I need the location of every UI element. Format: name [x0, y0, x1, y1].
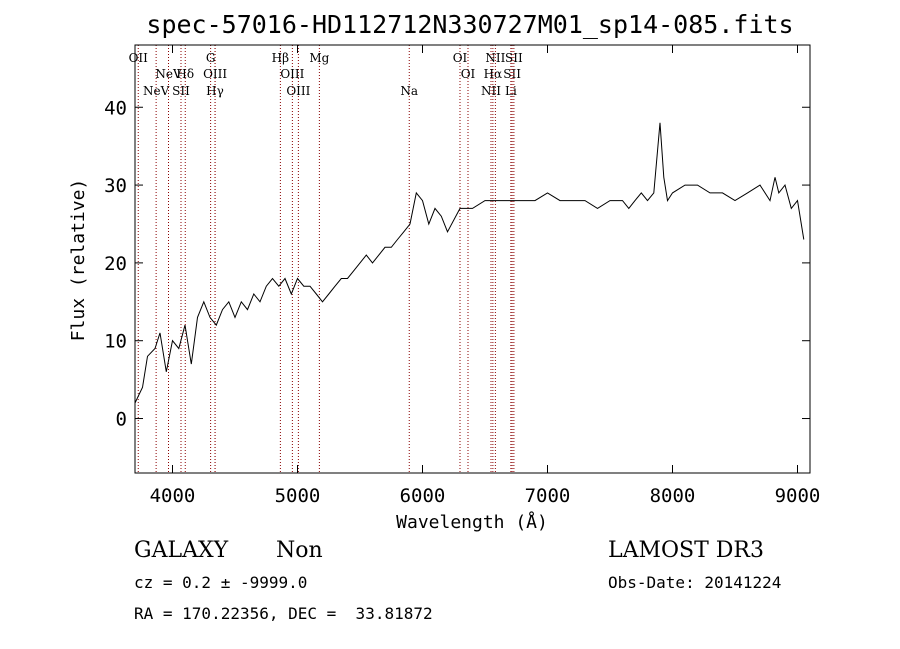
- object-class: GALAXY: [134, 538, 229, 563]
- x-tick-label: 8000: [650, 485, 696, 507]
- line-marker-label: OIII: [280, 67, 304, 81]
- line-marker-label: NeV: [143, 84, 170, 98]
- line-marker-label: SII: [503, 67, 521, 81]
- line-marker-label: Hα: [484, 67, 503, 81]
- y-tick-label: 40: [104, 97, 127, 119]
- line-marker-label: OI: [453, 51, 468, 65]
- line-marker-label: OII: [129, 51, 149, 65]
- x-axis-label: Wavelength (Å): [396, 511, 548, 533]
- line-marker-label: Hδ: [176, 67, 194, 81]
- line-marker-label: NII: [481, 84, 501, 98]
- x-tick-label: 6000: [400, 485, 446, 507]
- line-marker-label: NII: [485, 51, 505, 65]
- line-marker-label: NeV: [155, 67, 182, 81]
- line-marker-label: OI: [461, 67, 476, 81]
- line-marker-label: SII: [505, 51, 523, 65]
- line-marker-label: SII: [172, 84, 190, 98]
- redshift-readout: cz = 0.2 ± -9999.0: [134, 573, 308, 592]
- survey-name: LAMOST DR3: [608, 538, 764, 563]
- line-marker-label: OIII: [286, 84, 310, 98]
- line-marker-label: Mg: [309, 51, 329, 65]
- line-marker-label: Li: [505, 84, 517, 98]
- obs-date: Obs-Date: 20141224: [608, 573, 782, 592]
- coordinates: RA = 170.22356, DEC = 33.81872: [134, 604, 433, 623]
- x-tick-label: 4000: [150, 485, 196, 507]
- y-tick-label: 10: [104, 331, 127, 353]
- chart-title: spec-57016-HD112712N330727M01_sp14-085.f…: [146, 10, 793, 39]
- x-tick-label: 9000: [775, 485, 821, 507]
- line-marker-label: OIII: [203, 67, 227, 81]
- object-subclass: Non: [276, 538, 323, 563]
- y-axis-label: Flux (relative): [68, 179, 89, 342]
- y-tick-label: 20: [104, 253, 127, 275]
- y-tick-label: 0: [116, 409, 127, 431]
- axis-ticks: 4000 5000 6000 7000 8000 9000 0 10 20 30 40: [104, 45, 820, 507]
- line-marker-label: Hβ: [272, 51, 289, 65]
- x-tick-label: 7000: [525, 485, 571, 507]
- x-tick-label: 5000: [275, 485, 321, 507]
- plot-frame: [134, 44, 811, 474]
- line-marker-label: Na: [400, 84, 418, 98]
- y-tick-label: 30: [104, 175, 127, 197]
- line-marker-label: G: [206, 51, 216, 65]
- spectrum-line: [134, 122, 805, 404]
